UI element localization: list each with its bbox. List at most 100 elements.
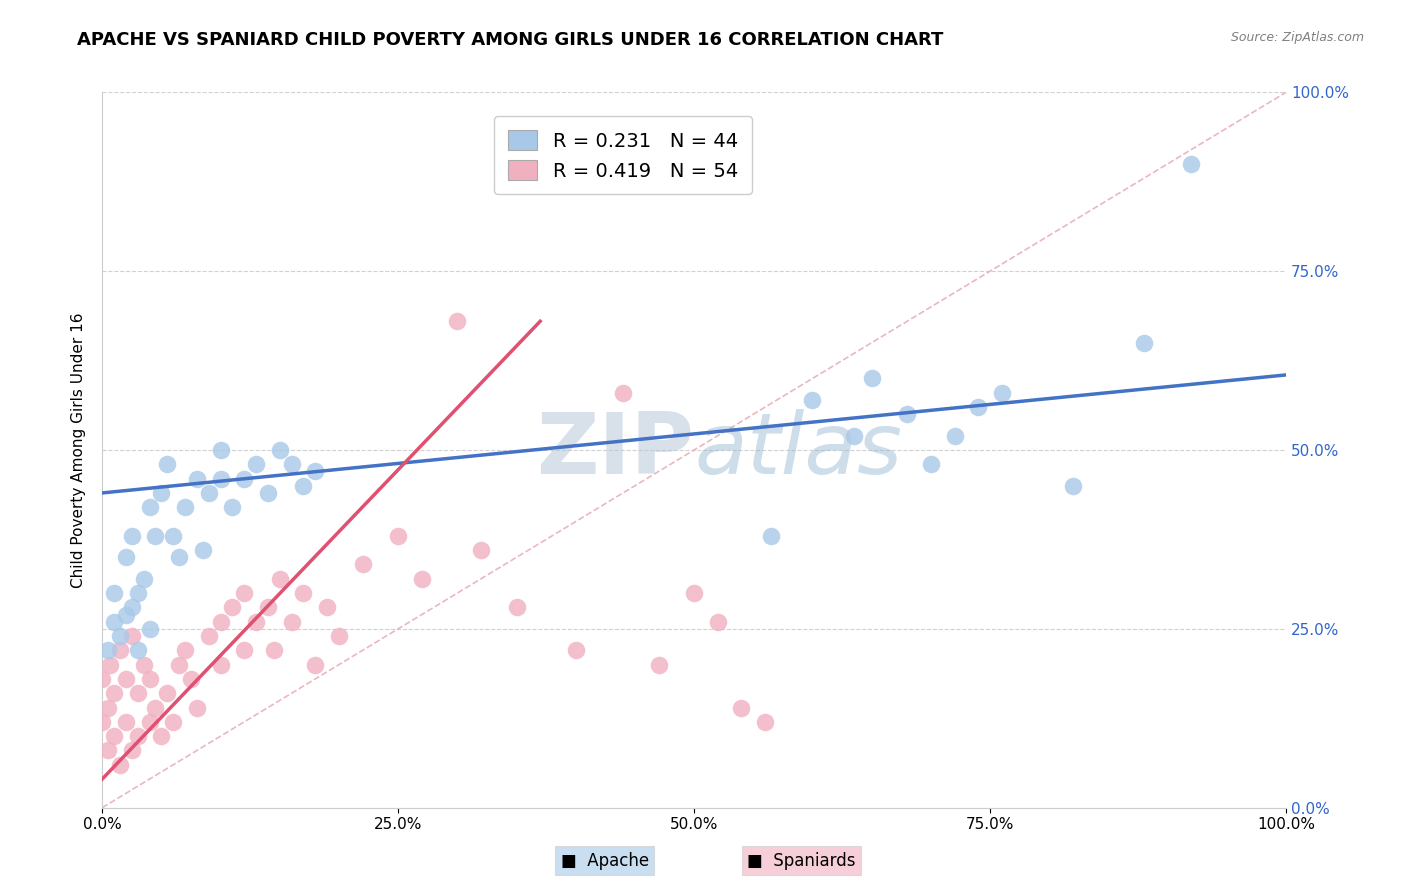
- Point: [221, 600, 243, 615]
- Point: [221, 500, 243, 515]
- Point: [1133, 335, 1156, 350]
- Point: [292, 479, 315, 493]
- Point: [180, 672, 202, 686]
- Point: [115, 607, 138, 622]
- Point: [115, 550, 138, 565]
- Y-axis label: Child Poverty Among Girls Under 16: Child Poverty Among Girls Under 16: [72, 312, 86, 588]
- Point: [446, 314, 468, 328]
- Point: [186, 700, 208, 714]
- Point: [108, 629, 131, 643]
- Point: [127, 586, 149, 600]
- Point: [197, 486, 219, 500]
- Point: [138, 672, 160, 686]
- Point: [269, 572, 291, 586]
- Point: [304, 657, 326, 672]
- Text: atlas: atlas: [695, 409, 903, 491]
- Point: [1180, 157, 1202, 171]
- Text: ■  Apache: ■ Apache: [561, 852, 648, 870]
- Point: [132, 572, 155, 586]
- Point: [167, 657, 190, 672]
- Point: [115, 714, 138, 729]
- Point: [269, 443, 291, 458]
- Point: [167, 550, 190, 565]
- Point: [647, 657, 669, 672]
- Point: [706, 615, 728, 629]
- Point: [191, 543, 214, 558]
- Point: [91, 672, 114, 686]
- Point: [257, 600, 280, 615]
- Point: [127, 686, 149, 700]
- Point: [209, 443, 232, 458]
- Point: [316, 600, 339, 615]
- Point: [162, 714, 184, 729]
- Point: [411, 572, 433, 586]
- Point: [304, 465, 326, 479]
- Point: [245, 458, 267, 472]
- Point: [245, 615, 267, 629]
- Point: [174, 643, 197, 657]
- Point: [97, 643, 120, 657]
- Point: [860, 371, 883, 385]
- Point: [156, 458, 179, 472]
- Point: [564, 643, 586, 657]
- Point: [97, 743, 120, 757]
- Point: [103, 729, 125, 743]
- Point: [103, 615, 125, 629]
- Point: [612, 385, 634, 400]
- Point: [920, 458, 942, 472]
- Point: [209, 615, 232, 629]
- Point: [754, 714, 776, 729]
- Point: [352, 558, 374, 572]
- Point: [121, 629, 143, 643]
- Point: [150, 729, 173, 743]
- Point: [991, 385, 1014, 400]
- Point: [121, 529, 143, 543]
- Point: [759, 529, 782, 543]
- Point: [842, 428, 865, 442]
- Point: [145, 529, 167, 543]
- Point: [127, 643, 149, 657]
- Point: [209, 472, 232, 486]
- Point: [263, 643, 285, 657]
- Point: [150, 486, 173, 500]
- Point: [896, 407, 918, 421]
- Point: [103, 586, 125, 600]
- Point: [91, 714, 114, 729]
- Text: Source: ZipAtlas.com: Source: ZipAtlas.com: [1230, 31, 1364, 45]
- Point: [121, 600, 143, 615]
- Point: [943, 428, 966, 442]
- Text: ZIP: ZIP: [536, 409, 695, 491]
- Point: [233, 643, 256, 657]
- Point: [280, 458, 302, 472]
- Point: [505, 600, 527, 615]
- Point: [132, 657, 155, 672]
- Point: [174, 500, 197, 515]
- Point: [138, 500, 160, 515]
- Point: [801, 392, 824, 407]
- Point: [328, 629, 350, 643]
- Point: [470, 543, 492, 558]
- Point: [162, 529, 184, 543]
- Point: [233, 586, 256, 600]
- Point: [97, 700, 120, 714]
- Point: [127, 729, 149, 743]
- Point: [121, 743, 143, 757]
- Point: [967, 400, 990, 414]
- Legend: R = 0.231   N = 44, R = 0.419   N = 54: R = 0.231 N = 44, R = 0.419 N = 54: [495, 116, 752, 194]
- Point: [145, 700, 167, 714]
- Point: [209, 657, 232, 672]
- Point: [292, 586, 315, 600]
- Point: [387, 529, 409, 543]
- Point: [108, 757, 131, 772]
- Point: [100, 657, 122, 672]
- Point: [1062, 479, 1084, 493]
- Point: [186, 472, 208, 486]
- Text: ■  Spaniards: ■ Spaniards: [747, 852, 856, 870]
- Point: [730, 700, 752, 714]
- Point: [683, 586, 706, 600]
- Point: [280, 615, 302, 629]
- Point: [115, 672, 138, 686]
- Point: [103, 686, 125, 700]
- Point: [257, 486, 280, 500]
- Text: APACHE VS SPANIARD CHILD POVERTY AMONG GIRLS UNDER 16 CORRELATION CHART: APACHE VS SPANIARD CHILD POVERTY AMONG G…: [77, 31, 943, 49]
